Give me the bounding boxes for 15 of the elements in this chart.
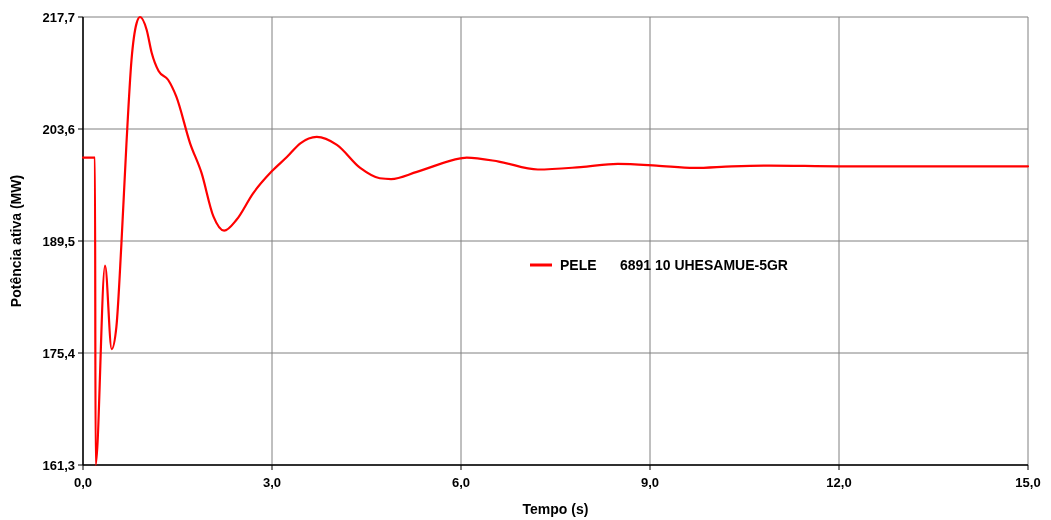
x-axis-title: Tempo (s): [522, 501, 589, 517]
x-tick-label: 9,0: [640, 475, 660, 490]
x-tick-label: 6,0: [451, 475, 471, 490]
x-tick-label: 0,0: [73, 475, 93, 490]
x-tick-label: 12,0: [826, 475, 852, 490]
y-tick-label: 161,3: [42, 457, 75, 473]
y-tick-label: 175,4: [42, 345, 76, 361]
y-tick-label: 203,6: [42, 121, 75, 137]
x-tick-label: 15,0: [1015, 475, 1041, 490]
x-tick-label: 3,0: [262, 475, 282, 490]
y-axis-title: Potência ativa (MW): [8, 174, 24, 308]
y-tick-label: 217,7: [42, 9, 75, 25]
legend-label: PELE 6891 10 UHESAMUE-5GR: [560, 256, 788, 273]
y-tick-label: 189,5: [42, 233, 75, 249]
line-series: [81, 15, 1030, 467]
